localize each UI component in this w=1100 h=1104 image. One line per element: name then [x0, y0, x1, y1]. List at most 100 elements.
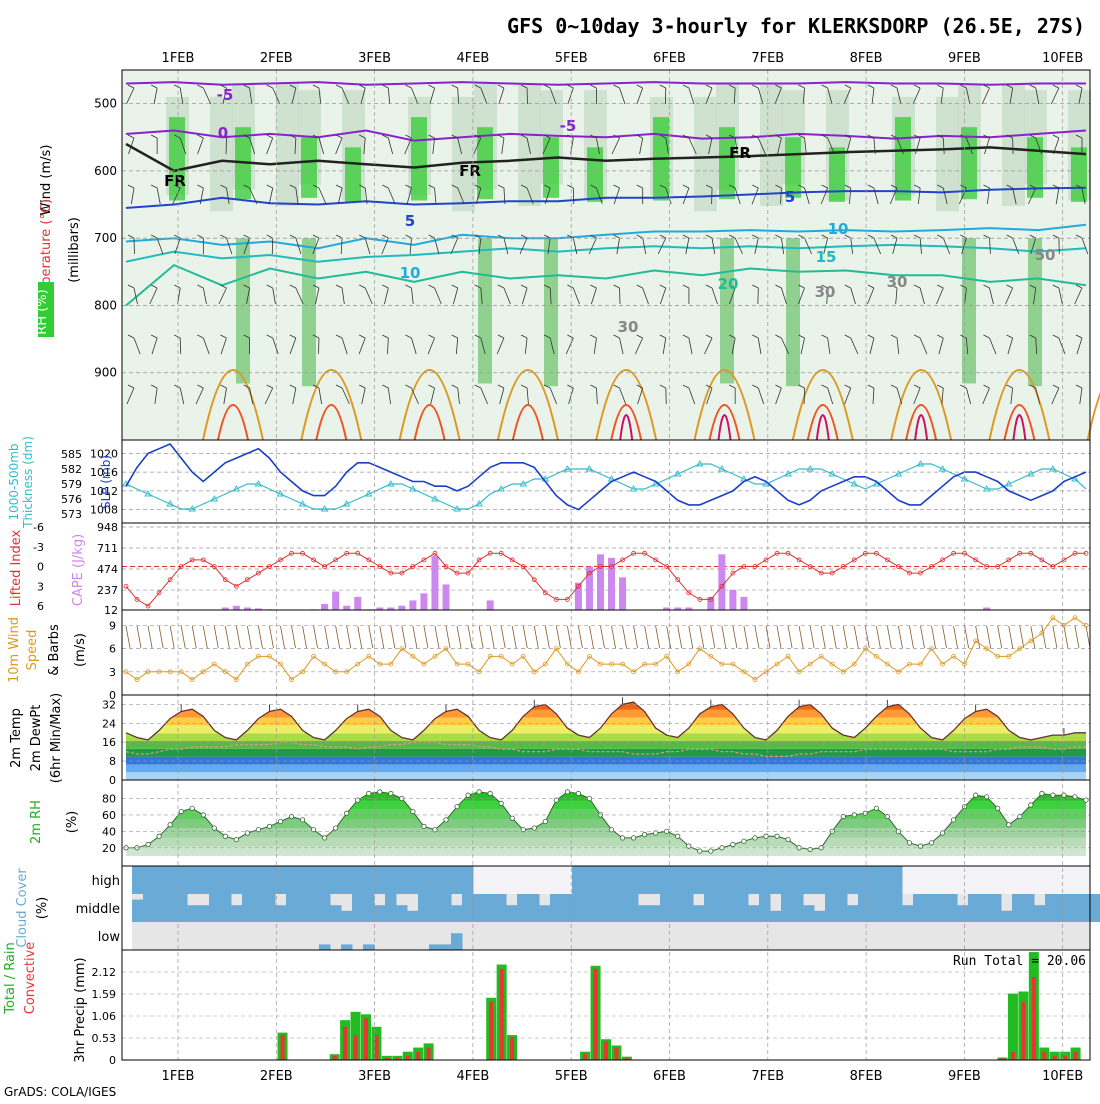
date-tick-bottom: 5FEB	[555, 1069, 588, 1084]
contour-label: -5	[217, 86, 234, 104]
li-line	[126, 553, 1086, 606]
surface-wind-barb	[358, 626, 362, 648]
rh-point	[367, 791, 371, 795]
cloud-cell-middle	[836, 894, 848, 922]
rh-point	[543, 819, 547, 823]
surface-wind-barb	[788, 626, 792, 648]
cloud-cell-high	[704, 866, 716, 894]
cloud-cell-middle	[451, 905, 463, 922]
cloud-cell-low	[440, 944, 452, 950]
cape-bar	[321, 604, 328, 610]
cloud-cell-high	[418, 866, 430, 894]
surface-wind-barb	[909, 626, 913, 648]
date-tick-top: 6FEB	[653, 51, 686, 66]
cloud-cell-high	[649, 866, 661, 894]
cloud-cell-middle	[407, 911, 419, 922]
cape-tick-label: 948	[97, 521, 118, 534]
surface-wind-barb	[137, 626, 141, 648]
cloud-cell-middle	[715, 894, 727, 922]
cloud-cell-middle	[891, 894, 903, 922]
surface-wind-barb	[1020, 626, 1024, 648]
cloud-cell-high	[583, 866, 595, 894]
cloud-cell-high	[869, 866, 881, 894]
cloud-cell-middle	[594, 894, 606, 922]
rh-point	[698, 849, 702, 853]
cloud-cell-high	[275, 866, 287, 894]
rh-point	[179, 809, 183, 813]
surface-wind-barb	[1064, 626, 1068, 648]
cloud-cell-middle	[264, 894, 276, 922]
rh-band-shading	[694, 97, 717, 211]
ylabel-2mrh: 2m RH	[29, 800, 44, 844]
cloud-cell-high	[253, 866, 265, 894]
rh-point	[576, 791, 580, 795]
surface-wind-barb	[523, 626, 527, 648]
rh-tick-label: 20	[102, 842, 116, 855]
contour-label: 5	[785, 188, 795, 206]
surface-wind-barb	[369, 626, 373, 648]
ylabel-cape: CAPE (J/kg)	[71, 534, 86, 606]
cloud-cell-high	[715, 866, 727, 894]
precip-tick-label: 2.12	[92, 966, 117, 979]
surface-wind-barb	[1075, 626, 1079, 648]
cloud-cell-middle	[363, 894, 375, 922]
cloud-cell-middle	[748, 905, 760, 922]
rh-point	[212, 826, 216, 830]
rh-band-shading	[1002, 83, 1025, 205]
precip-convective-bar	[1011, 1052, 1015, 1060]
cloud-cell-middle	[726, 894, 738, 922]
cloud-cell-middle	[990, 894, 1002, 922]
surface-wind-barb	[490, 626, 494, 648]
surface-wind-barb	[325, 626, 329, 648]
rh-point	[631, 836, 635, 840]
precip-convective-bar	[614, 1048, 618, 1060]
cloud-cell-middle	[429, 894, 441, 922]
rh-point	[333, 826, 337, 830]
cape-bar	[597, 554, 604, 610]
rh-point	[1040, 791, 1044, 795]
rh-band-shading	[936, 97, 959, 211]
rh-tick-label: 80	[102, 792, 116, 805]
cloud-cell-middle	[143, 894, 155, 922]
surface-wind-barb	[446, 626, 450, 648]
cape-tick-label: 711	[97, 542, 118, 555]
cloud-cell-high	[825, 866, 837, 894]
cloud-cell-middle	[286, 894, 298, 922]
rh-point	[157, 834, 161, 838]
date-tick-bottom: 7FEB	[751, 1069, 784, 1084]
cape-bar	[443, 584, 450, 610]
temp-band	[122, 772, 1090, 780]
cloud-cell-middle	[352, 894, 364, 922]
cloud-cell-middle	[484, 894, 496, 922]
cape-bar	[420, 593, 427, 610]
precip-convective-bar	[510, 1037, 514, 1060]
precip-convective-bar	[416, 1052, 420, 1060]
precip-convective-bar	[364, 1018, 368, 1060]
ylabel-2mtemp: 2m Temp	[9, 708, 24, 768]
cloud-cell-middle	[649, 905, 661, 922]
contour-label: 10	[400, 264, 421, 282]
contour-label: FR	[164, 172, 186, 190]
cloud-cell-high	[330, 866, 342, 894]
cloud-cell-middle	[385, 894, 397, 922]
surface-wind-barb	[876, 626, 880, 648]
cape-tick-label: 12	[104, 604, 118, 617]
cloud-cell-middle	[1012, 894, 1024, 922]
cloud-cell-high	[209, 866, 221, 894]
cloud-cell-middle	[814, 911, 826, 922]
rh-point	[322, 836, 326, 840]
cloud-cell-middle	[506, 905, 518, 922]
cloud-cell-high	[297, 866, 309, 894]
rh-point	[620, 836, 624, 840]
temp-band	[122, 702, 1090, 710]
rh-high-shading	[345, 147, 361, 201]
thickness-tick-label: 576	[61, 493, 82, 506]
cloud-row-bg	[132, 922, 1090, 950]
surface-wind-barb	[755, 626, 759, 648]
rh-point	[300, 818, 304, 822]
cape-bar	[332, 592, 339, 610]
cloud-cell-high	[187, 866, 199, 894]
rh-point	[146, 842, 150, 846]
surface-wind-barb	[236, 626, 240, 648]
